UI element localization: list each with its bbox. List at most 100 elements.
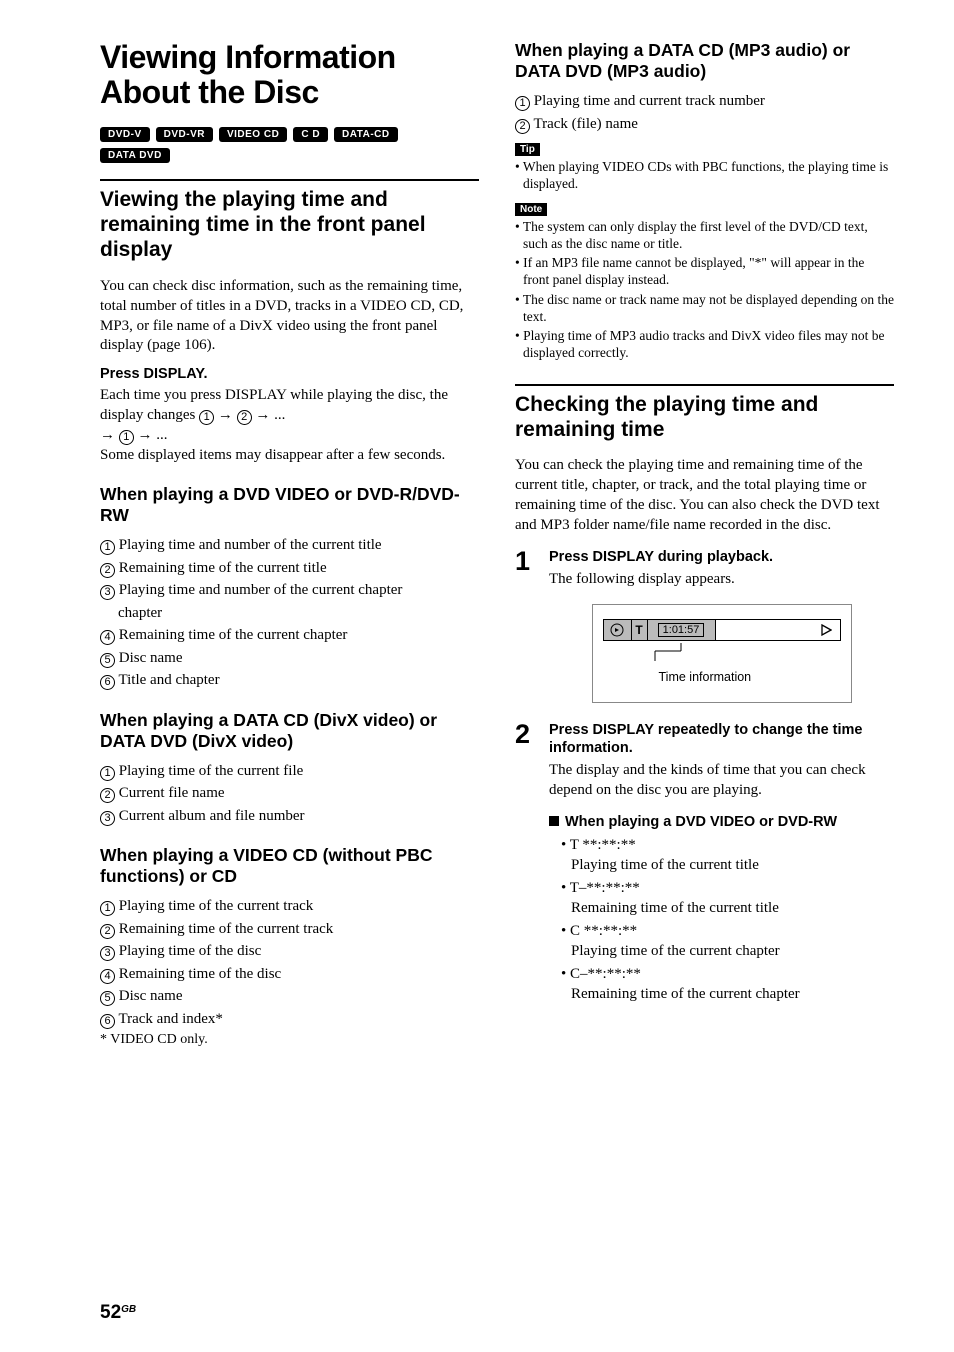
- page-number-value: 52: [100, 1302, 121, 1323]
- square-subheading: When playing a DVD VIDEO or DVD-RW: [549, 813, 894, 831]
- paragraph: You can check disc information, such as …: [100, 277, 479, 357]
- time-code: T–**:**:**: [561, 878, 894, 899]
- circled-number-icon: 5: [100, 991, 115, 1006]
- circled-number-icon: 1: [199, 410, 214, 425]
- subsection-heading: When playing a DATA CD (DivX video) or D…: [100, 710, 479, 752]
- time-desc: Playing time of the current title: [561, 856, 894, 876]
- list-item: T–**:**:** Remaining time of the current…: [561, 878, 894, 919]
- list-text: Disc name: [119, 650, 183, 666]
- circled-number-icon: 3: [100, 811, 115, 826]
- circled-number-icon: 2: [515, 119, 530, 134]
- time-desc: Remaining time of the current chapter: [561, 985, 894, 1005]
- list-text: Playing time and current track number: [534, 93, 765, 109]
- list-item: 3 Playing time of the disc: [100, 940, 479, 963]
- tip-list: When playing VIDEO CDs with PBC function…: [515, 158, 894, 193]
- list-item: 5 Disc name: [100, 647, 479, 670]
- circled-number-icon: 3: [100, 946, 115, 961]
- subsection-heading: When playing a DATA CD (MP3 audio) or DA…: [515, 40, 894, 82]
- list-item: 2 Remaining time of the current track: [100, 918, 479, 941]
- circled-number-icon: 2: [100, 924, 115, 939]
- disc-badge: DVD-VR: [156, 127, 213, 142]
- footnote: * VIDEO CD only.: [100, 1030, 479, 1050]
- list-text: Remaining time of the current track: [119, 921, 334, 937]
- numbered-step: 1 Press DISPLAY during playback. The fol…: [515, 548, 894, 709]
- circled-number-icon: 3: [100, 585, 115, 600]
- step-desc: The display and the kinds of time that y…: [549, 761, 894, 801]
- step-number: 2: [515, 721, 537, 1007]
- list-text: Remaining time of the current title: [119, 560, 327, 576]
- time-code: T **:**:**: [561, 835, 894, 856]
- paragraph: You can check the playing time and remai…: [515, 456, 894, 536]
- numbered-step: 2 Press DISPLAY repeatedly to change the…: [515, 721, 894, 1007]
- list-item: 1 Playing time and current track number: [515, 90, 894, 113]
- note-item: If an MP3 file name cannot be displayed,…: [515, 254, 894, 289]
- list-item: 2 Remaining time of the current title: [100, 557, 479, 580]
- time-format-list: T **:**:** Playing time of the current t…: [549, 835, 894, 1005]
- circled-number-icon: 1: [515, 96, 530, 111]
- time-desc: Playing time of the current chapter: [561, 942, 894, 962]
- left-column: Viewing Information About the Disc DVD-V…: [100, 40, 479, 1050]
- list-text: Remaining time of the current chapter: [119, 627, 348, 643]
- list-text: Disc name: [119, 988, 183, 1004]
- list-text: Current file name: [119, 785, 225, 801]
- osd-bar: T 1:01:57: [603, 619, 841, 641]
- osd-time-value: 1:01:57: [658, 623, 705, 637]
- disc-badge: DATA DVD: [100, 148, 170, 163]
- circled-number-icon: 6: [100, 675, 115, 690]
- list-item: 4 Remaining time of the current chapter: [100, 624, 479, 647]
- pointer-line-icon: [603, 643, 723, 665]
- disc-badge: C D: [293, 127, 328, 142]
- section-heading: Checking the playing time and remaining …: [515, 384, 894, 442]
- circled-number-icon: 1: [119, 430, 134, 445]
- list-item: 2 Current file name: [100, 782, 479, 805]
- osd-time-cell: 1:01:57: [648, 620, 716, 640]
- main-title: Viewing Information About the Disc: [100, 40, 479, 109]
- list-item: 1 Playing time of the current track: [100, 895, 479, 918]
- tip-item: When playing VIDEO CDs with PBC function…: [515, 158, 894, 193]
- list-text: Playing time and number of the current t…: [119, 537, 382, 553]
- disc-badge: DVD-V: [100, 127, 150, 142]
- paragraph: Some displayed items may disappear after…: [100, 446, 479, 466]
- display-diagram: T 1:01:57 Time informati: [592, 604, 852, 703]
- list-text: Title and chapter: [118, 672, 219, 688]
- note-item: The system can only display the first le…: [515, 218, 894, 253]
- note-list: The system can only display the first le…: [515, 218, 894, 362]
- disc-badges-row-2: DATA DVD: [100, 148, 479, 163]
- step-label: Press DISPLAY during playback.: [549, 548, 894, 566]
- list-item: T **:**:** Playing time of the current t…: [561, 835, 894, 876]
- text: ...: [270, 407, 285, 423]
- list-item: 4 Remaining time of the disc: [100, 963, 479, 986]
- disc-badge: DATA-CD: [334, 127, 398, 142]
- list-item: 3 Playing time and number of the current…: [100, 579, 479, 602]
- note-tag: Note: [515, 203, 547, 216]
- list-item: 5 Disc name: [100, 985, 479, 1008]
- time-desc: Remaining time of the current title: [561, 899, 894, 919]
- list-item: C–**:**:** Remaining time of the current…: [561, 964, 894, 1005]
- circled-number-icon: 5: [100, 653, 115, 668]
- subsection-heading: When playing a VIDEO CD (without PBC fun…: [100, 845, 479, 887]
- list-item: 1 Playing time of the current file: [100, 760, 479, 783]
- list-text: Playing time of the disc: [119, 943, 261, 959]
- circled-number-icon: 2: [100, 563, 115, 578]
- osd-fill: [716, 620, 812, 640]
- list-item: 6 Title and chapter: [100, 669, 479, 692]
- osd-letter: T: [632, 620, 648, 640]
- diagram-caption: Time information: [659, 670, 841, 684]
- list-item: 3 Current album and file number: [100, 805, 479, 828]
- circled-number-icon: 1: [100, 766, 115, 781]
- list-item: 6 Track and index*: [100, 1008, 479, 1031]
- circled-number-icon: 2: [100, 788, 115, 803]
- step-number: 1: [515, 548, 537, 709]
- list-item: C **:**:** Playing time of the current c…: [561, 921, 894, 962]
- step-label: Press DISPLAY.: [100, 366, 479, 382]
- list-text: Current album and file number: [119, 808, 305, 824]
- circled-number-icon: 4: [100, 969, 115, 984]
- right-column: When playing a DATA CD (MP3 audio) or DA…: [515, 40, 894, 1050]
- disc-badge: VIDEO CD: [219, 127, 287, 142]
- page-number: 52GB: [100, 1302, 136, 1324]
- circled-number-icon: 6: [100, 1014, 115, 1029]
- angle-icon: [604, 620, 632, 640]
- tip-tag: Tip: [515, 143, 540, 156]
- note-item: Playing time of MP3 audio tracks and Div…: [515, 327, 894, 362]
- step-desc: The following display appears.: [549, 570, 894, 590]
